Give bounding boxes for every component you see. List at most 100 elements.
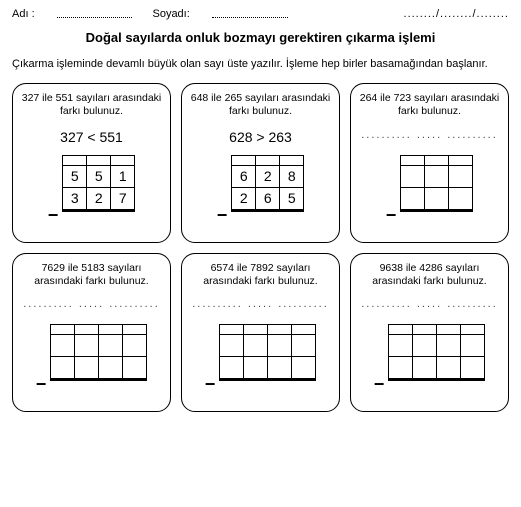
subtrahend-cell: [461, 356, 485, 378]
minuend-cell: [413, 334, 437, 356]
borrow-cell: [425, 155, 449, 165]
minuend-cell: [268, 334, 292, 356]
subtrahend-cell: 6: [256, 187, 280, 209]
problem-grid: 327 ile 551 sayıları arasındaki farkı bu…: [12, 83, 509, 412]
result-space: [62, 212, 135, 232]
comparison-blank: .......... ..... ..........: [361, 129, 498, 147]
subtraction-table: [388, 324, 485, 379]
subtrahend-cell: [268, 356, 292, 378]
minuend-cell: [75, 334, 99, 356]
subtrahend-cell: [401, 187, 425, 209]
minuend-cell: 2: [256, 165, 280, 187]
borrow-cell: [401, 155, 425, 165]
worksheet-intro: Çıkarma işleminde devamlı büyük olan say…: [12, 57, 509, 71]
result-space: [50, 381, 147, 401]
subtraction-block: −551327: [48, 155, 136, 232]
minuend-cell: [51, 334, 75, 356]
subtrahend-cell: 2: [87, 187, 111, 209]
borrow-cell: [461, 324, 485, 334]
comparison-line: 628 > 263: [229, 129, 292, 147]
subtrahend-cell: [75, 356, 99, 378]
borrow-cell: [123, 324, 147, 334]
borrow-cell: [256, 155, 280, 165]
minus-sign: −: [205, 374, 216, 401]
borrow-cell: [292, 324, 316, 334]
problem-card: 327 ile 551 sayıları arasındaki farkı bu…: [12, 83, 171, 242]
subtraction-table: [50, 324, 147, 379]
minuend-cell: [437, 334, 461, 356]
minus-sign: −: [48, 205, 59, 232]
borrow-cell: [99, 324, 123, 334]
borrow-cell: [413, 324, 437, 334]
subtrahend-cell: [437, 356, 461, 378]
borrow-cell: [389, 324, 413, 334]
comparison-line: 327 < 551: [60, 129, 123, 147]
subtrahend-cell: 5: [280, 187, 304, 209]
worksheet-title: Doğal sayılarda onluk bozmayı gerektiren…: [12, 30, 509, 45]
minus-sign: −: [374, 374, 385, 401]
subtrahend-cell: [99, 356, 123, 378]
minuend-cell: [123, 334, 147, 356]
subtraction-block: −: [36, 324, 148, 401]
minuend-cell: [401, 165, 425, 187]
minuend-cell: [389, 334, 413, 356]
subtraction-block: −628265: [217, 155, 305, 232]
result-space: [219, 381, 316, 401]
minuend-cell: [425, 165, 449, 187]
borrow-cell: [232, 155, 256, 165]
minuend-cell: 6: [232, 165, 256, 187]
subtrahend-cell: [449, 187, 473, 209]
minuend-cell: [99, 334, 123, 356]
minuend-cell: [461, 334, 485, 356]
subtrahend-cell: 7: [111, 187, 135, 209]
minuend-cell: 8: [280, 165, 304, 187]
problem-card: 648 ile 265 sayıları arasındaki farkı bu…: [181, 83, 340, 242]
surname-field-line: [212, 8, 288, 18]
subtraction-table: [219, 324, 316, 379]
problem-prompt: 9638 ile 4286 sayıları arasındaki farkı …: [357, 262, 502, 288]
comparison-blank: .......... ..... ..........: [192, 298, 329, 316]
minuend-cell: [449, 165, 473, 187]
subtraction-table: 628265: [231, 155, 304, 210]
subtraction-block: −: [205, 324, 317, 401]
problem-card: 264 ile 723 sayıları arasındaki farkı bu…: [350, 83, 509, 242]
minuend-cell: 1: [111, 165, 135, 187]
problem-card: 9638 ile 4286 sayıları arasındaki farkı …: [350, 253, 509, 412]
subtraction-table: [400, 155, 473, 210]
subtrahend-cell: 2: [232, 187, 256, 209]
subtrahend-cell: [292, 356, 316, 378]
comparison-blank: .......... ..... ..........: [23, 298, 160, 316]
minuend-cell: [244, 334, 268, 356]
result-space: [388, 381, 485, 401]
borrow-cell: [63, 155, 87, 165]
problem-card: 7629 ile 5183 sayıları arasındaki farkı …: [12, 253, 171, 412]
problem-prompt: 648 ile 265 sayıları arasındaki farkı bu…: [188, 92, 333, 118]
result-space: [400, 212, 473, 232]
subtrahend-cell: [123, 356, 147, 378]
minus-sign: −: [386, 205, 397, 232]
minuend-cell: 5: [87, 165, 111, 187]
subtraction-block: −: [386, 155, 474, 232]
borrow-cell: [220, 324, 244, 334]
problem-prompt: 264 ile 723 sayıları arasındaki farkı bu…: [357, 92, 502, 118]
subtrahend-cell: 3: [63, 187, 87, 209]
surname-label: Soyadı:: [152, 8, 189, 20]
problem-prompt: 327 ile 551 sayıları arasındaki farkı bu…: [19, 92, 164, 118]
subtrahend-cell: [425, 187, 449, 209]
subtrahend-cell: [244, 356, 268, 378]
comparison-blank: .......... ..... ..........: [361, 298, 498, 316]
borrow-cell: [268, 324, 292, 334]
date-field: ......../......../........: [404, 8, 509, 20]
borrow-cell: [437, 324, 461, 334]
problem-prompt: 7629 ile 5183 sayıları arasındaki farkı …: [19, 262, 164, 288]
subtrahend-cell: [51, 356, 75, 378]
subtrahend-cell: [413, 356, 437, 378]
subtraction-block: −: [374, 324, 486, 401]
borrow-cell: [449, 155, 473, 165]
name-field-line: [57, 8, 133, 18]
minus-sign: −: [217, 205, 228, 232]
minus-sign: −: [36, 374, 47, 401]
subtrahend-cell: [220, 356, 244, 378]
problem-prompt: 6574 ile 7892 sayıları arasındaki farkı …: [188, 262, 333, 288]
subtrahend-cell: [389, 356, 413, 378]
